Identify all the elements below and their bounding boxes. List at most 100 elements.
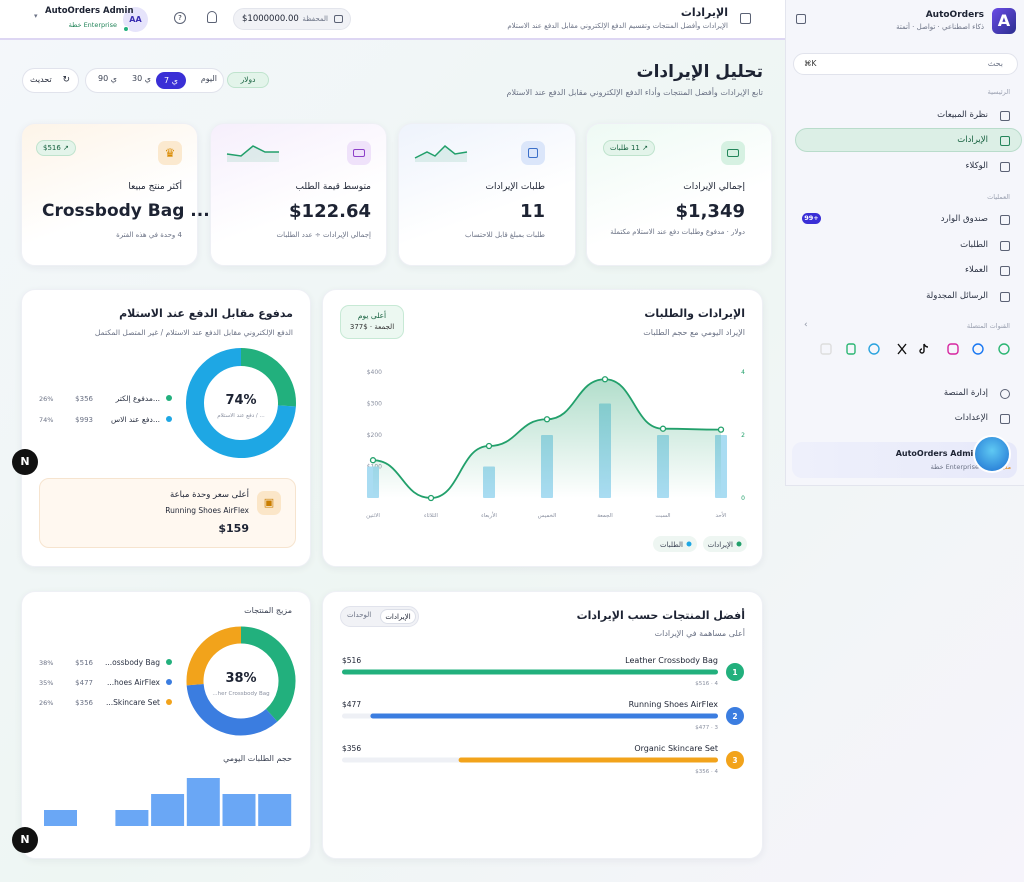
kpi-chip-text: 11 طلبات bbox=[610, 144, 640, 152]
collapse-button[interactable] bbox=[796, 14, 806, 24]
legend-label: الطلبات bbox=[660, 541, 683, 549]
toggle: الإيرادات الوحدات bbox=[340, 606, 419, 627]
nav-item-active[interactable] bbox=[795, 128, 1022, 152]
legend-swatch bbox=[686, 541, 692, 547]
y2-tick-label: 4 bbox=[741, 369, 745, 376]
period-button-active[interactable]: 7 ي bbox=[156, 72, 186, 89]
period-button[interactable]: 30 ي bbox=[132, 74, 151, 83]
product-detail: $356 · 4 bbox=[695, 769, 718, 775]
legend-swatch bbox=[166, 699, 172, 705]
kpi-note: إجمالي الإيرادات ÷ عدد الطلبات bbox=[276, 231, 371, 239]
legend-item bbox=[703, 536, 747, 552]
y2-tick-label: 2 bbox=[741, 432, 745, 439]
search-shortcut: ⌘K bbox=[804, 59, 817, 68]
nav-item[interactable]: الطلبات bbox=[960, 240, 988, 250]
logo: A bbox=[992, 8, 1016, 34]
kpi-card: ♛ ↗ $516 أكثر منتج مبيعا Crossbody Bag .… bbox=[21, 123, 210, 266]
legend-label: ...Skincare Set bbox=[106, 698, 160, 707]
toggle-button[interactable]: الوحدات bbox=[347, 611, 372, 619]
value-label: 26% bbox=[39, 699, 53, 707]
area bbox=[373, 379, 721, 498]
refresh-button[interactable]: تحديث ↻ bbox=[22, 68, 79, 93]
floating-button[interactable]: N bbox=[12, 449, 38, 475]
legend-swatch bbox=[166, 679, 172, 685]
kpi-value: $1,349 bbox=[675, 201, 745, 222]
amount-label: $516 bbox=[75, 659, 93, 667]
kpi-value: $122.64 bbox=[289, 201, 371, 222]
chevron[interactable]: ‹ bbox=[804, 320, 808, 330]
icon bbox=[1000, 162, 1010, 172]
legend-swatch bbox=[736, 541, 742, 547]
kpi-card: طلبات الإيرادات 11 طلبات بمبلغ قابل للاح… bbox=[398, 123, 576, 266]
amount-label: $356 bbox=[75, 395, 93, 403]
legend-swatch bbox=[166, 416, 172, 422]
nav-item[interactable]: الإعدادات bbox=[954, 413, 988, 423]
kpi-note: طلبات بمبلغ قابل للاحتساب bbox=[465, 231, 545, 239]
nav-item[interactable]: نظرة المبيعات bbox=[937, 110, 988, 120]
topbar: الإيرادات الإيرادات وأفضل المنتجات وتقسي… bbox=[0, 0, 785, 40]
section-title: الرئيسية bbox=[987, 88, 1010, 96]
search-box[interactable]: بحث ⌘K bbox=[793, 53, 1018, 75]
icon bbox=[1000, 215, 1010, 225]
refresh-icon: ↻ bbox=[62, 75, 70, 85]
product-name: Organic Skincare Set bbox=[634, 744, 718, 753]
kpi-note: دولار · مدفوع وطلبات دفع عند الاستلام مك… bbox=[610, 228, 745, 236]
wallet[interactable]: $1000000.00 المحفظة bbox=[233, 8, 351, 30]
icon bbox=[1000, 136, 1010, 146]
card-subtitle: الإيراد اليومي مع حجم الطلبات bbox=[643, 328, 745, 337]
sidebar-toggle[interactable] bbox=[740, 13, 751, 24]
point bbox=[601, 376, 609, 383]
donut-center bbox=[204, 644, 278, 718]
kpi-icon bbox=[721, 141, 745, 165]
kpi-card: متوسط قيمة الطلب $122.64 إجمالي الإيرادا… bbox=[210, 123, 387, 266]
kpi-label: طلبات الإيرادات bbox=[485, 182, 545, 192]
x-tick-label: الثلاثاء bbox=[424, 513, 438, 519]
card-title: مزيج المنتجات bbox=[244, 606, 292, 615]
value-label: $477 bbox=[342, 700, 361, 709]
nav-item[interactable]: العملاء bbox=[964, 265, 988, 275]
rank-circle bbox=[726, 707, 744, 725]
period-button[interactable]: 90 ي bbox=[98, 74, 117, 83]
value-label: $356 bbox=[342, 744, 361, 753]
bar bbox=[151, 794, 185, 826]
toggle-button-active[interactable]: الإيرادات bbox=[380, 609, 416, 624]
user-menu-caret[interactable]: ▾ bbox=[34, 12, 38, 20]
nav-item[interactable]: إدارة المنصة bbox=[943, 388, 988, 398]
donut-segment bbox=[240, 626, 296, 722]
y-tick-label: $200 bbox=[367, 432, 382, 439]
channel-icons bbox=[820, 343, 1010, 355]
peak-value: الجمعة · $377 bbox=[349, 323, 395, 331]
product-detail: $477 · 3 bbox=[695, 725, 718, 731]
nav-item[interactable]: الرسائل المجدولة bbox=[926, 291, 988, 301]
kpi-note: 4 وحدة في هذه الفترة bbox=[116, 231, 182, 239]
kpi-icon bbox=[347, 141, 371, 165]
nav-item[interactable]: صندوق الوارد bbox=[940, 214, 988, 224]
nav-item[interactable]: الوكلاء bbox=[965, 161, 988, 171]
point bbox=[717, 426, 725, 433]
donut-segment bbox=[186, 626, 242, 686]
card-title: الإيرادات والطلبات bbox=[644, 307, 745, 320]
highlight-price: $159 bbox=[218, 522, 249, 535]
x-tick-label: الجمعة bbox=[597, 513, 613, 519]
floating-button[interactable]: N bbox=[12, 827, 38, 853]
period-button[interactable]: اليوم bbox=[200, 74, 217, 83]
donut-segment bbox=[186, 348, 296, 458]
product-name: Running Shoes AirFlex bbox=[629, 700, 719, 709]
help-button[interactable]: ? bbox=[174, 12, 186, 24]
legend-label: ...ossbody Bag bbox=[105, 658, 160, 667]
peak-label: أعلى يوم bbox=[357, 311, 387, 320]
rank: 2 bbox=[732, 712, 737, 721]
notifications-button[interactable] bbox=[207, 11, 217, 23]
legend-swatch bbox=[166, 395, 172, 401]
wallet-icon bbox=[334, 15, 343, 23]
y2-tick-label: 0 bbox=[741, 495, 745, 502]
kpi-value: Crossbody Bag ... bbox=[42, 201, 210, 221]
amount-label: $477 bbox=[75, 679, 93, 687]
rank-circle bbox=[726, 751, 744, 769]
product-name: Leather Crossbody Bag bbox=[625, 656, 718, 665]
nav-item[interactable]: الإيرادات bbox=[957, 135, 988, 145]
currency-chip[interactable]: دولار bbox=[227, 72, 269, 88]
status-dot bbox=[123, 26, 129, 32]
assistant-avatar[interactable] bbox=[973, 435, 1011, 473]
